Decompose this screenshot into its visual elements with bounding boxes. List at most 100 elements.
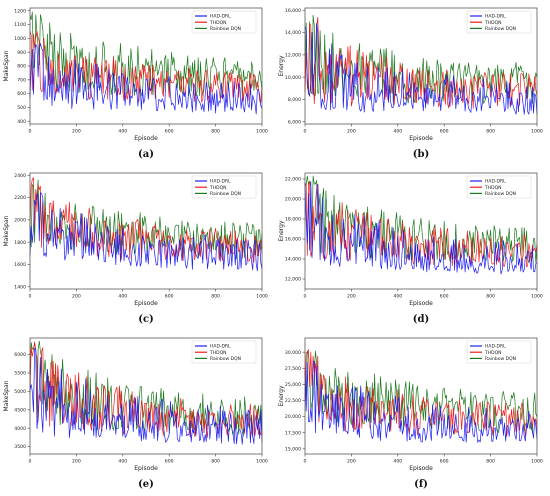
legend-label: Rainbow DQN: [485, 356, 516, 362]
x-axis-label: Episode: [409, 135, 433, 142]
x-tick-label: 1000: [256, 459, 268, 465]
series-line-had-drl: [29, 43, 263, 115]
series-line-rainbow-dqn: [29, 11, 263, 98]
plot-frame: [29, 337, 263, 455]
y-tick-label: 5000: [14, 389, 26, 395]
series-line-thdqn: [304, 182, 538, 268]
x-axis-label: Episode: [134, 300, 158, 307]
x-tick-label: 0: [29, 459, 32, 465]
x-tick-label: 0: [304, 459, 307, 465]
series-line-had-drl: [304, 360, 538, 443]
y-tick-label: 22,000: [285, 177, 301, 183]
y-tick-label: 800: [17, 64, 26, 70]
panel-caption: (e): [138, 479, 154, 490]
x-tick-label: 200: [347, 294, 356, 300]
legend-label: Rainbow DQN: [485, 191, 516, 197]
x-tick-label: 600: [440, 459, 449, 465]
y-tick-label: 1100: [14, 22, 26, 28]
panel-caption: (d): [413, 314, 429, 325]
plot-frame: [304, 7, 538, 125]
x-tick-label: 400: [118, 129, 127, 135]
x-tick-label: 800: [211, 459, 220, 465]
x-tick-label: 1000: [256, 129, 268, 135]
y-axis-label: Energy: [278, 55, 285, 76]
chart-panel-d: 0 200 400 600 800 1000 12,000 14,000 16,000 18,00…: [278, 172, 543, 325]
x-tick-label: 600: [165, 459, 174, 465]
x-tick-label: 600: [440, 294, 449, 300]
series-line-thdqn: [29, 341, 263, 438]
y-tick-label: 400: [17, 119, 26, 125]
x-axis-label: Episode: [409, 465, 433, 472]
y-axis-label: MakeSpan: [3, 380, 10, 411]
y-tick-label: 3500: [14, 444, 26, 450]
x-tick-label: 800: [486, 129, 495, 135]
y-tick-label: 1000: [14, 36, 26, 42]
legend-label: HAD-DRL: [210, 344, 231, 350]
y-tick-label: 12,000: [285, 52, 301, 58]
y-axis-label: MakeSpan: [3, 50, 10, 81]
legend-label: Rainbow DQN: [210, 356, 241, 362]
x-tick-label: 200: [72, 459, 81, 465]
y-tick-label: 5500: [14, 371, 26, 377]
y-tick-label: 2000: [14, 217, 26, 223]
x-tick-label: 200: [347, 459, 356, 465]
y-tick-label: 18,000: [285, 217, 301, 223]
y-axis-label: Energy: [278, 385, 285, 406]
y-tick-label: 900: [17, 50, 26, 56]
x-axis-label: Episode: [134, 135, 158, 142]
x-tick-label: 1000: [531, 459, 543, 465]
y-tick-label: 14,000: [285, 257, 301, 263]
x-tick-label: 600: [440, 129, 449, 135]
y-tick-label: 16,000: [285, 8, 301, 14]
y-tick-label: 20,000: [285, 197, 301, 203]
plot-frame: [304, 337, 538, 455]
x-tick-label: 200: [72, 129, 81, 135]
x-axis-label: Episode: [409, 300, 433, 307]
legend-label: THDQN: [209, 185, 227, 191]
y-tick-label: 1200: [14, 8, 26, 14]
x-tick-label: 800: [486, 459, 495, 465]
y-tick-label: 10,000: [285, 75, 301, 81]
y-tick-label: 6,000: [288, 119, 301, 125]
series-line-had-drl: [29, 347, 263, 445]
y-tick-label: 600: [17, 91, 26, 97]
legend-label: HAD-DRL: [210, 14, 231, 20]
legend-label: Rainbow DQN: [210, 191, 241, 197]
y-tick-label: 4500: [14, 407, 26, 413]
legend-label: Rainbow DQN: [485, 26, 516, 32]
x-tick-label: 1000: [531, 129, 543, 135]
legend-label: Rainbow DQN: [210, 26, 241, 32]
y-tick-label: 16,000: [285, 237, 301, 243]
y-tick-label: 1800: [14, 240, 26, 246]
y-tick-label: 25,000: [285, 382, 301, 388]
series-line-rainbow-dqn: [304, 350, 538, 434]
chart-panel-f: 0 200 400 600 800 1000 15,000 17,500 20,000 22,50…: [278, 337, 543, 490]
y-tick-label: 500: [17, 105, 26, 111]
y-tick-label: 27,500: [285, 366, 301, 372]
legend-label: THDQN: [484, 185, 502, 191]
series-line-had-drl: [304, 22, 538, 115]
legend-label: THDQN: [209, 350, 227, 356]
y-axis-label: Energy: [278, 220, 285, 241]
x-axis-label: Episode: [134, 465, 158, 472]
x-tick-label: 0: [29, 129, 32, 135]
x-tick-label: 400: [118, 294, 127, 300]
y-tick-label: 8,000: [288, 97, 301, 103]
legend-label: THDQN: [484, 350, 502, 356]
x-tick-label: 800: [211, 294, 220, 300]
y-tick-label: 15,000: [285, 446, 301, 452]
y-tick-label: 20,000: [285, 414, 301, 420]
panel-caption: (a): [138, 149, 154, 160]
plot-frame: [29, 172, 263, 290]
x-tick-label: 0: [304, 294, 307, 300]
x-tick-label: 0: [304, 129, 307, 135]
y-tick-label: 700: [17, 77, 26, 83]
series-line-had-drl: [304, 181, 538, 275]
chart-panel-a: 0 200 400 600 800 1000 400 500 600 700 800 900 1000 1…: [3, 7, 268, 160]
